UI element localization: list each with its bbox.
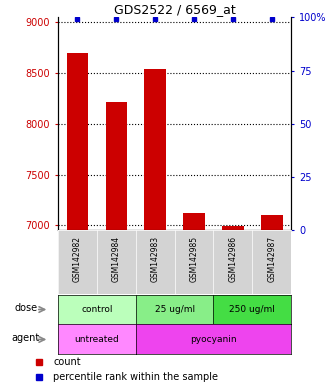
Text: 25 ug/ml: 25 ug/ml — [155, 305, 195, 314]
Text: agent: agent — [12, 333, 40, 343]
Bar — [183, 213, 205, 230]
Text: 250 ug/ml: 250 ug/ml — [229, 305, 275, 314]
Bar — [67, 53, 88, 230]
Text: dose: dose — [15, 303, 38, 313]
Text: GSM142987: GSM142987 — [267, 236, 276, 282]
Text: count: count — [54, 357, 81, 367]
Text: GSM142983: GSM142983 — [151, 236, 160, 282]
Bar — [144, 69, 166, 230]
Text: untreated: untreated — [74, 335, 119, 344]
Text: pyocyanin: pyocyanin — [190, 335, 237, 344]
Text: control: control — [81, 305, 113, 314]
Text: GSM142982: GSM142982 — [73, 236, 82, 282]
Text: GSM142984: GSM142984 — [112, 236, 121, 282]
Bar — [222, 226, 244, 230]
Text: GSM142985: GSM142985 — [190, 236, 199, 282]
Text: GSM142986: GSM142986 — [228, 236, 237, 282]
Bar — [261, 215, 283, 230]
Text: percentile rank within the sample: percentile rank within the sample — [54, 372, 218, 382]
Bar — [106, 101, 127, 230]
Title: GDS2522 / 6569_at: GDS2522 / 6569_at — [114, 3, 235, 16]
